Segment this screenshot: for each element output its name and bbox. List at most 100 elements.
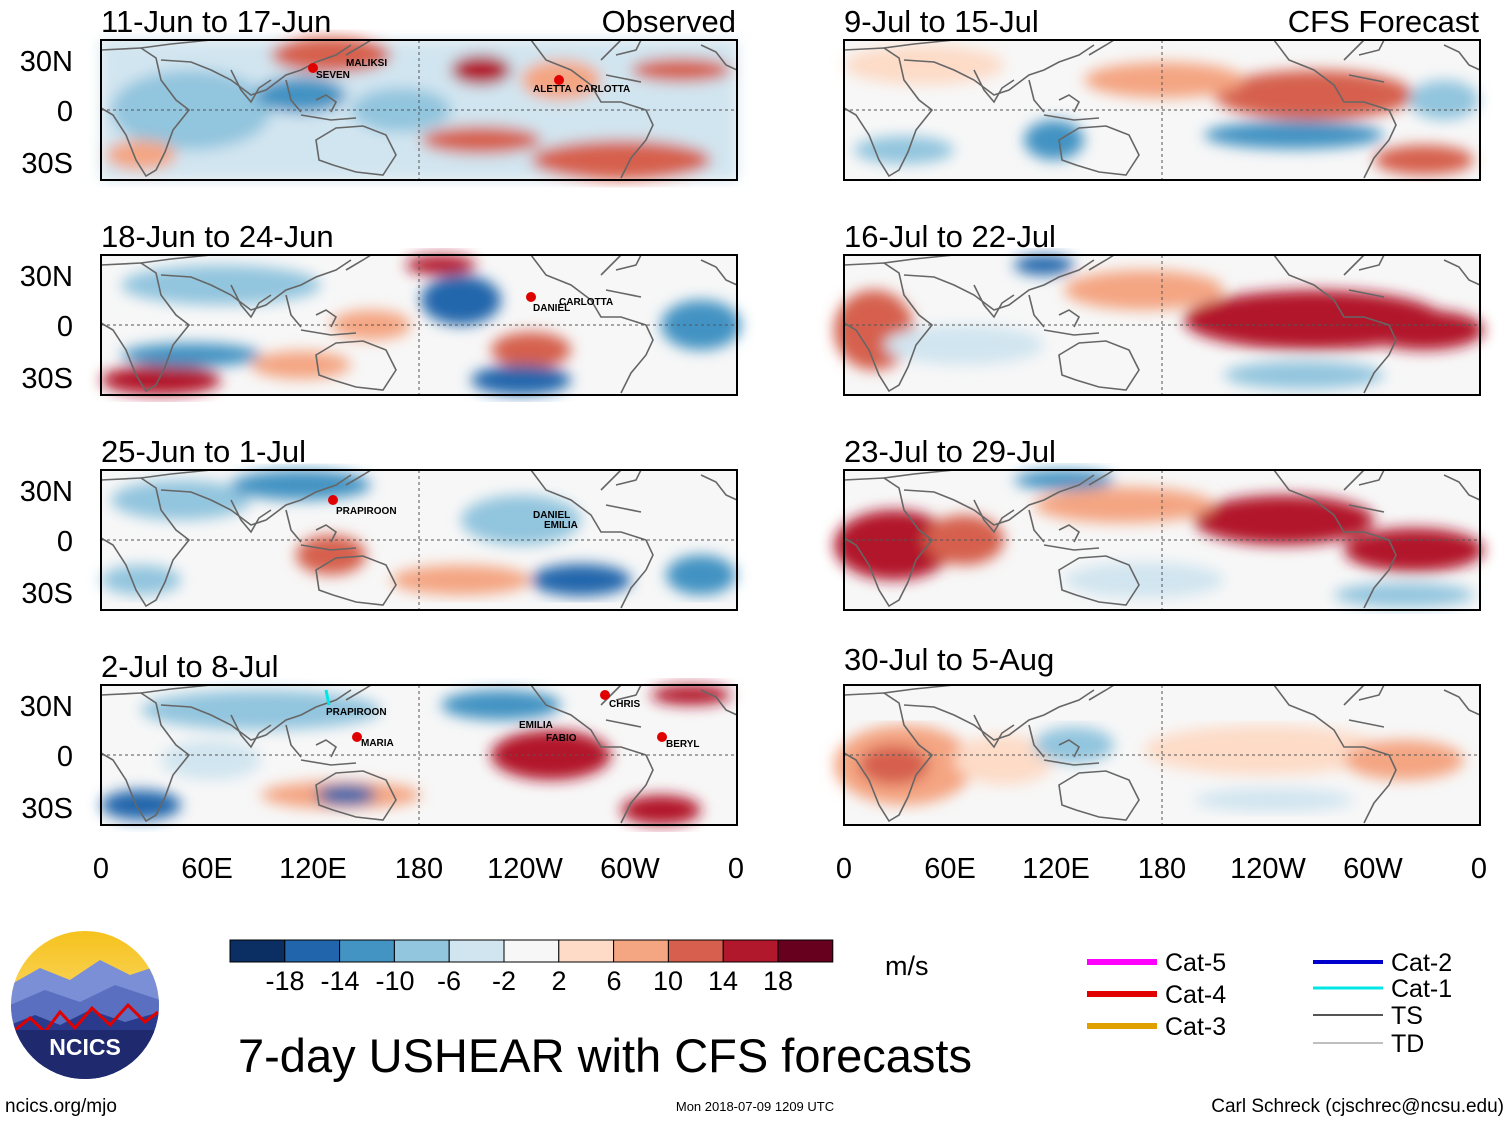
storm-marker xyxy=(352,732,362,742)
map-panel-forecast-3 xyxy=(834,469,1484,611)
storm-marker xyxy=(657,732,667,742)
lon-label: 60E xyxy=(181,853,233,885)
map-panel-observed-1: MALIKSI SEVEN ALETTA CARLOTTA xyxy=(100,37,738,181)
lon-label: 120W xyxy=(487,853,563,885)
storm-legend: Cat-5 Cat-4 Cat-3 Cat-2 Cat-1 TS TD xyxy=(1087,949,1452,1058)
lon-label: 0 xyxy=(93,853,109,885)
colorbar-swatch xyxy=(339,939,395,963)
panel-period-forecast-3: 23-Jul to 29-Jul xyxy=(844,434,1056,469)
lat-label: 0 xyxy=(57,311,73,343)
lon-label: 180 xyxy=(395,853,443,885)
colorbar-swatch xyxy=(777,939,834,963)
map-panel-observed-2: CARLOTTA DANIEL xyxy=(100,254,741,396)
colorbar-tick: -10 xyxy=(375,966,414,996)
legend-label: Cat-5 xyxy=(1165,949,1226,977)
storm-label: SEVEN xyxy=(316,70,350,81)
timestamp: Mon 2018-07-09 1209 UTC xyxy=(676,1099,834,1114)
legend-label: Cat-4 xyxy=(1165,981,1226,1009)
colorbar-tick: -14 xyxy=(320,966,359,996)
lon-label: 60E xyxy=(924,853,976,885)
colorbar-tick: -6 xyxy=(437,966,461,996)
lat-label: 30N xyxy=(20,691,73,723)
storm-label: BERYL xyxy=(666,739,700,750)
lon-label: 0 xyxy=(728,853,744,885)
shear-field xyxy=(101,470,736,596)
legend-label: Cat-3 xyxy=(1165,1013,1226,1041)
storm-label: FABIO xyxy=(546,733,577,744)
panel-period-observed-4: 2-Jul to 8-Jul xyxy=(101,649,278,684)
lon-label: 180 xyxy=(1138,853,1186,885)
lat-label: 30N xyxy=(20,261,73,293)
lat-label: 30S xyxy=(21,578,73,610)
lon-label: 120E xyxy=(1022,853,1090,885)
colorbar-swatch xyxy=(503,939,560,963)
panel-period-forecast-1: 9-Jul to 15-Jul xyxy=(844,4,1039,39)
map-panel-forecast-2 xyxy=(834,254,1484,396)
legend-label: TS xyxy=(1391,1002,1423,1030)
lon-label: 0 xyxy=(836,853,852,885)
figure-title: 7-day USHEAR with CFS forecasts xyxy=(238,1029,972,1082)
legend-label: Cat-2 xyxy=(1391,949,1452,977)
colorbar-tick: -2 xyxy=(492,966,516,996)
storm-marker xyxy=(526,292,536,302)
lat-label: 30S xyxy=(21,363,73,395)
colorbar-swatch xyxy=(448,939,505,963)
storm-label: PRAPIROON xyxy=(326,707,387,718)
colorbar-swatch xyxy=(393,939,450,963)
storm-label: MALIKSI xyxy=(346,58,387,69)
panel-period-observed-1: 11-Jun to 17-Jun xyxy=(101,4,331,39)
storm-label: DANIEL xyxy=(533,303,570,314)
map-panel-observed-3: PRAPIROON DANIEL EMILIA xyxy=(100,469,738,611)
lat-label: 0 xyxy=(57,741,73,773)
storm-marker xyxy=(600,690,610,700)
storm-label: ALETTA xyxy=(533,84,572,95)
colorbar-tick: -18 xyxy=(265,966,304,996)
panel-period-observed-2: 18-Jun to 24-Jun xyxy=(101,219,334,254)
shear-field xyxy=(834,255,1484,389)
storm-label: CHRIS xyxy=(609,699,640,710)
lon-label: 120E xyxy=(279,853,347,885)
colorbar-ticks: -18 -14 -10 -6 -2 2 6 10 14 18 xyxy=(265,966,793,996)
lon-label: 0 xyxy=(1471,853,1487,885)
lon-label: 60W xyxy=(1343,853,1403,885)
lon-label: 60W xyxy=(600,853,660,885)
storm-label: PRAPIROON xyxy=(336,506,397,517)
map-panel-observed-4: PRAPIROON MARIA EMILIA FABIO CHRIS BERYL xyxy=(100,684,738,826)
storm-label: CARLOTTA xyxy=(576,84,630,95)
shear-field xyxy=(834,470,1484,607)
map-panel-forecast-1 xyxy=(843,39,1481,181)
logo-text: NCICS xyxy=(49,1034,121,1060)
colorbar-swatch xyxy=(722,939,779,963)
colorbar-tick: 10 xyxy=(653,966,683,996)
colorbar-swatch xyxy=(667,939,724,963)
colorbar-swatch xyxy=(558,939,615,963)
forecast-header: CFS Forecast xyxy=(1288,4,1480,39)
colorbar-swatch xyxy=(284,939,341,963)
ncics-logo: NCICS xyxy=(11,931,159,1079)
storm-label: MARIA xyxy=(361,738,394,749)
storm-label: CARLOTTA xyxy=(559,297,613,308)
colorbar-tick: 2 xyxy=(551,966,566,996)
colorbar-swatch xyxy=(229,939,286,963)
panel-period-observed-3: 25-Jun to 1-Jul xyxy=(101,434,306,469)
lat-label: 0 xyxy=(57,526,73,558)
lat-axis-labels: 30N 0 30S 30N 0 30S 30N 0 30S 30N 0 30S xyxy=(20,46,73,825)
lat-label: 30S xyxy=(21,793,73,825)
colorbar-tick: 18 xyxy=(763,966,793,996)
observed-header: Observed xyxy=(602,4,736,39)
lon-label: 120W xyxy=(1230,853,1306,885)
shear-field xyxy=(101,685,731,825)
map-panel-forecast-4 xyxy=(834,684,1481,826)
lat-label: 30N xyxy=(20,46,73,78)
legend-label: TD xyxy=(1391,1030,1424,1058)
source-url: ncics.org/mjo xyxy=(5,1096,117,1117)
colorbar-tick: 14 xyxy=(708,966,738,996)
storm-marker xyxy=(328,495,338,505)
storm-label: EMILIA xyxy=(544,520,578,531)
colorbar-swatch xyxy=(613,939,669,963)
colorbar-tick: 6 xyxy=(606,966,621,996)
legend-label: Cat-1 xyxy=(1391,975,1452,1003)
storm-label: DANIEL xyxy=(533,510,570,521)
lon-axis-labels: 0 60E 120E 180 120W 60W 0 0 60E 120E 180… xyxy=(93,853,1487,885)
storm-label: EMILIA xyxy=(519,720,553,731)
